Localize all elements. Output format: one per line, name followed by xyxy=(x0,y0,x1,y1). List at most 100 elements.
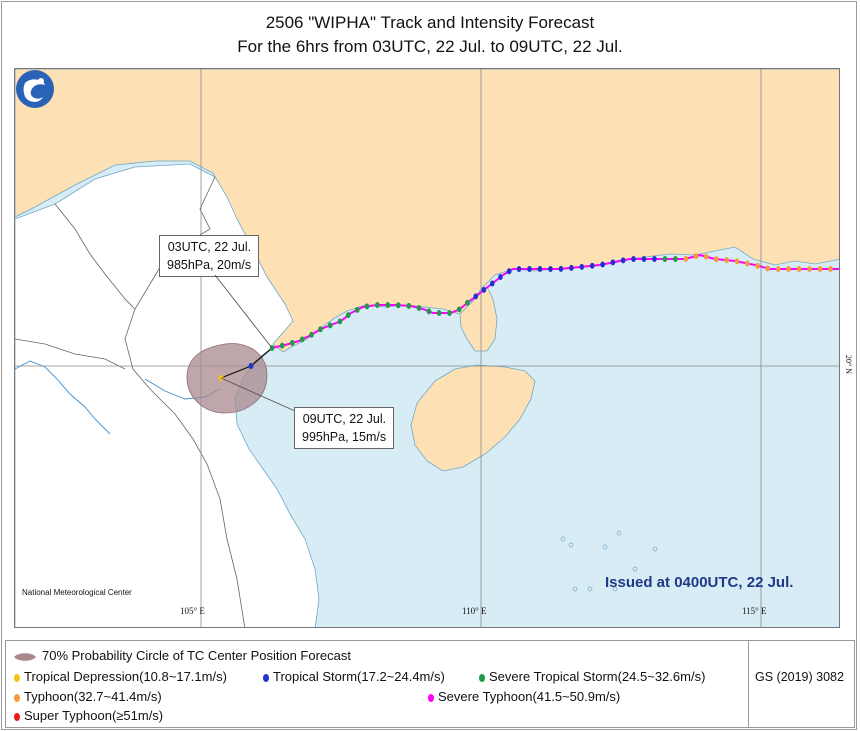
legend-sts-label: Severe Tropical Storm(24.5~32.6m/s) xyxy=(489,669,706,684)
track-point xyxy=(724,257,730,264)
track-point xyxy=(456,306,462,313)
track-point xyxy=(406,302,412,309)
map-approval-number: GS (2019) 3082 xyxy=(755,670,844,684)
track-point xyxy=(537,266,543,272)
track-point xyxy=(600,261,605,268)
track-point xyxy=(610,259,616,266)
track-point xyxy=(745,260,750,267)
forecast-point xyxy=(248,363,254,369)
track-point xyxy=(481,286,487,293)
track-point xyxy=(473,293,479,300)
legend-item-ts: Tropical Storm(17.2~24.4m/s) xyxy=(263,669,445,684)
lat-label-20: 20° N xyxy=(844,355,853,374)
legend-ts-label: Tropical Storm(17.2~24.4m/s) xyxy=(273,669,445,684)
track-point xyxy=(817,266,823,272)
agency-name: National Meteorological Center xyxy=(22,588,132,597)
callout-09utc: 09UTC, 22 Jul. 995hPa, 15m/s xyxy=(294,407,395,449)
legend-item-sty: Severe Typhoon(41.5~50.9m/s) xyxy=(428,689,620,704)
legend-item-ty: Typhoon(32.7~41.4m/s) xyxy=(14,689,162,704)
legend-ty-label: Typhoon(32.7~41.4m/s) xyxy=(24,689,162,704)
border-line-3 xyxy=(54,203,136,310)
ty-dot-icon xyxy=(14,693,20,702)
map-subtitle: For the 6hrs from 03UTC, 22 Jul. to 09UT… xyxy=(237,37,623,56)
track-point xyxy=(396,302,401,309)
ts-dot-icon xyxy=(263,673,269,682)
track-point xyxy=(807,266,812,272)
lon-label-105: 105° E xyxy=(180,606,205,616)
track-point xyxy=(796,266,802,272)
lon-label-115: 115° E xyxy=(742,606,767,616)
track-point xyxy=(755,262,760,269)
track-point xyxy=(683,255,689,262)
track-point xyxy=(354,306,360,313)
sty-dot-icon xyxy=(428,693,434,702)
legend-divider xyxy=(748,641,749,727)
legend-item-td: Tropical Depression(10.8~17.1m/s) xyxy=(14,669,227,684)
track-point xyxy=(589,262,595,269)
td-dot-icon xyxy=(14,673,20,682)
track-point xyxy=(416,305,422,312)
track-point xyxy=(620,257,626,264)
sts-dot-icon xyxy=(479,673,485,682)
track-point xyxy=(569,264,574,271)
track-point xyxy=(309,331,314,338)
callout-03utc-time: 03UTC, 22 Jul. xyxy=(167,240,252,254)
track-point xyxy=(489,280,495,287)
probability-circle-swatch xyxy=(14,652,36,661)
track-point xyxy=(465,299,470,306)
track-points xyxy=(218,253,839,381)
china-land xyxy=(15,69,839,353)
track-point xyxy=(327,322,333,329)
track-point xyxy=(558,265,564,272)
track-point xyxy=(734,258,740,265)
track-point xyxy=(290,339,295,346)
track-point xyxy=(828,266,833,272)
track-point xyxy=(318,326,323,333)
track-point xyxy=(436,310,442,316)
track-point xyxy=(652,256,657,262)
track-point xyxy=(337,318,343,325)
track-point xyxy=(631,256,636,262)
track-point xyxy=(447,310,452,316)
track-point xyxy=(641,256,647,262)
lon-label-110: 110° E xyxy=(462,606,487,616)
track-point xyxy=(527,266,532,272)
callout-03utc-detail: 985hPa, 20m/s xyxy=(167,258,252,272)
track-point xyxy=(506,268,512,275)
track-point xyxy=(703,253,709,260)
river xyxy=(15,360,111,435)
track-point xyxy=(786,266,791,272)
track-point xyxy=(385,302,391,308)
track-point xyxy=(713,256,719,263)
track-point xyxy=(426,308,432,315)
map-title: 2506 "WIPHA" Track and Intensity Forecas… xyxy=(265,13,595,32)
track-point xyxy=(269,345,275,351)
track-point xyxy=(345,312,351,319)
legend-probability-label: 70% Probability Circle of TC Center Posi… xyxy=(42,648,351,663)
legend-sty-label: Severe Typhoon(41.5~50.9m/s) xyxy=(438,689,621,704)
track-point xyxy=(498,274,503,281)
track-point xyxy=(299,336,305,343)
callout-09utc-time: 09UTC, 22 Jul. xyxy=(302,412,387,426)
forecast-point-final xyxy=(218,375,224,381)
track-point xyxy=(673,256,678,262)
issued-time: Issued at 0400UTC, 22 Jul. xyxy=(605,574,794,591)
track-point xyxy=(662,256,668,262)
legend-item-sts: Severe Tropical Storm(24.5~32.6m/s) xyxy=(479,669,705,684)
legend: 70% Probability Circle of TC Center Posi… xyxy=(5,640,855,728)
probability-circle xyxy=(186,343,268,414)
track-point xyxy=(775,266,781,272)
track-point xyxy=(279,342,285,349)
map-canvas xyxy=(15,69,839,627)
callout-09utc-detail: 995hPa, 15m/s xyxy=(302,430,387,444)
track-point xyxy=(693,253,699,260)
track-point xyxy=(548,266,553,272)
superty-dot-icon xyxy=(14,712,20,721)
track-point xyxy=(765,265,771,272)
legend-superty-label: Super Typhoon(≥51m/s) xyxy=(24,708,164,723)
legend-probability-circle: 70% Probability Circle of TC Center Posi… xyxy=(12,648,351,663)
nmc-logo-icon xyxy=(16,70,54,108)
track-point xyxy=(364,303,370,310)
track-point xyxy=(579,263,585,270)
